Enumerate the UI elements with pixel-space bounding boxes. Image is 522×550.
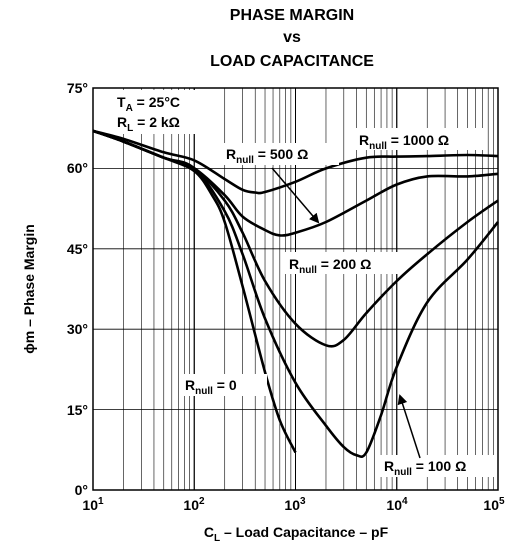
x-tick-labels: 101 102 103 104 105: [82, 496, 505, 513]
annotation-rnull-200: Rnull = 200 Ω: [289, 256, 371, 276]
label-bg-100: [380, 455, 496, 477]
arrow-rnull-100: [397, 394, 421, 459]
x-tick-label: 104: [386, 496, 408, 513]
y-tick-label: 45°: [67, 241, 88, 257]
x-tick-label: 103: [284, 496, 306, 513]
y-tick-label: 15°: [67, 402, 88, 418]
grid-lines: [92, 87, 499, 491]
plot-frame: [92, 87, 499, 491]
annotation-rnull-100: Rnull = 100 Ω: [384, 458, 466, 478]
y-tick-label: 0°: [75, 482, 88, 498]
annotation-rnull-0: Rnull = 0: [185, 377, 237, 397]
x-axis-label: CL – Load Capacitance – pF: [204, 524, 389, 544]
label-bg-1000: [355, 128, 483, 150]
chart-title-line-1: PHASE MARGIN: [230, 7, 354, 24]
label-bg-200: [285, 252, 402, 274]
chart-title-line-3: LOAD CAPACITANCE: [210, 53, 374, 70]
y-tick-label: 30°: [67, 321, 88, 337]
series-layer: [92, 129, 500, 458]
conditions-box: [113, 90, 201, 134]
x-tick-label: 105: [483, 496, 505, 513]
condition-load-resistance: RL = 2 kΩ: [117, 114, 180, 134]
y-tick-labels: 0° 15° 30° 45° 60° 75°: [67, 80, 88, 498]
arrow-rnull-500: [271, 167, 320, 224]
x-tick-label: 101: [82, 496, 104, 513]
label-bg-500: [222, 143, 339, 165]
y-axis-label: ϕm – Phase Margin: [21, 224, 37, 354]
x-tick-label: 102: [183, 496, 205, 513]
label-bg-0: [181, 374, 267, 396]
y-tick-label: 75°: [67, 80, 88, 96]
condition-temperature: TA = 25°C: [117, 94, 180, 114]
series-line-r-null-500: [92, 129, 499, 237]
y-tick-label: 60°: [67, 160, 88, 176]
annotation-rnull-1000: Rnull = 1000 Ω: [359, 132, 449, 152]
series-line-r-null-1000: [92, 129, 499, 195]
chart-title-line-2: vs: [283, 29, 301, 46]
annotation-rnull-500: Rnull = 500 Ω: [226, 146, 308, 166]
